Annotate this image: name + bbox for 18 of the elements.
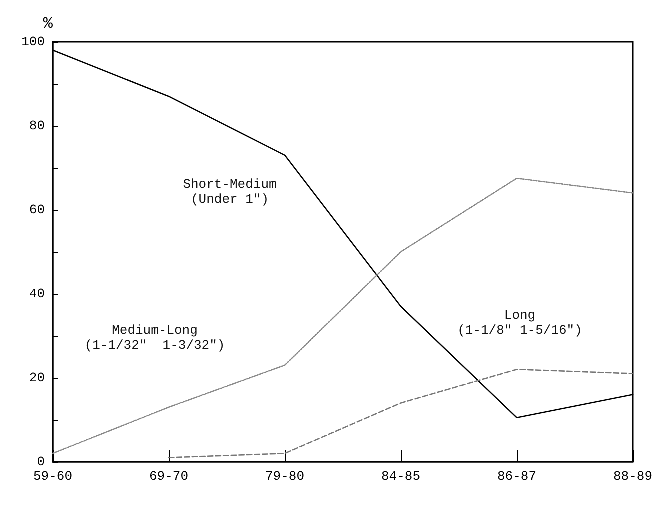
annotation: Short-Medium (Under 1") [183, 177, 277, 207]
x-tick-label: 59-60 [33, 469, 73, 484]
annotation: Long (1-1/8" 1-5/16") [458, 308, 582, 338]
y-tick-label: 0 [37, 454, 45, 470]
annotation: Medium-Long (1-1/32" 1-3/32") [84, 323, 226, 353]
y-tick-label: 100 [22, 34, 45, 50]
x-tick-label: 79-80 [265, 469, 305, 484]
y-tick-label: 80 [29, 118, 45, 134]
y-axis-title: % [43, 15, 54, 33]
y-tick-label: 60 [29, 202, 45, 218]
x-tick-label: 86-87 [497, 469, 537, 484]
line-series [52, 178, 634, 454]
x-tick-label: 84-85 [381, 469, 421, 484]
x-tick-label: 88-89 [613, 469, 653, 484]
x-tick-label: 69-70 [149, 469, 189, 484]
y-tick-label: 40 [29, 286, 45, 302]
line-series [168, 368, 634, 458]
y-tick-label: 20 [29, 370, 45, 386]
